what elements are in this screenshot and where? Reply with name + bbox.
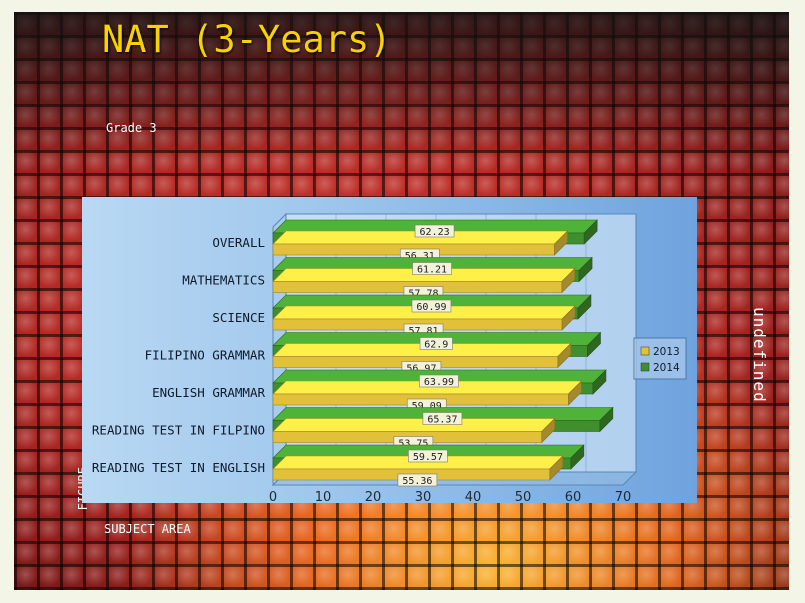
data-label-box — [422, 412, 463, 425]
x-tick-label: 20 — [365, 490, 382, 503]
legend-entry: 2013 — [653, 346, 680, 358]
data-label: 53.75 — [398, 439, 428, 450]
data-label-box — [412, 262, 452, 275]
bar-end-face — [599, 406, 614, 433]
legend-swatch — [640, 362, 650, 372]
data-label: 62.23 — [420, 227, 450, 238]
subject-area-label: SUBJECT AREA — [104, 522, 191, 536]
bar-end-face — [578, 256, 593, 283]
legend: 2013 2014 — [633, 337, 687, 380]
category-label: FILIPINO GRAMMAR — [145, 348, 266, 363]
data-label: 63.99 — [424, 377, 454, 388]
x-tick-label: 30 — [415, 490, 432, 503]
bar-end-face — [592, 369, 607, 395]
category-label: READING TEST IN ENGLISH — [92, 460, 265, 475]
data-label: 57.78 — [408, 289, 438, 300]
data-label-box — [419, 374, 459, 388]
category-label: READING TEST IN FILPINO — [92, 423, 265, 438]
data-label: 55.36 — [402, 476, 432, 487]
x-tick-label: 10 — [315, 490, 332, 503]
data-label: 57.81 — [408, 326, 438, 337]
bar-end-face — [561, 267, 576, 294]
bar-chart: 0 10 20 30 40 50 60 70 OVERALL 62.23 56.31 MATHEMAT… — [92, 212, 687, 503]
data-label-box — [408, 449, 448, 463]
bar-end-face — [541, 417, 556, 444]
bar-end-face — [568, 380, 582, 406]
data-label: 56.97 — [406, 364, 436, 375]
bar-top-face — [272, 418, 556, 432]
x-tick-label: 60 — [565, 490, 582, 503]
bar-end-face — [587, 331, 601, 358]
category-label: MATHEMATICS — [182, 273, 265, 288]
slide-title: NAT (3-Years) — [102, 18, 392, 61]
bar-end-face — [561, 305, 576, 331]
data-label-box — [411, 299, 452, 313]
slide-subtitle: Grade 3 — [106, 121, 157, 135]
bar-end-face — [554, 230, 568, 256]
side-text: undefined — [750, 307, 769, 403]
x-tick-label: 40 — [465, 490, 482, 503]
data-label: 59.57 — [413, 452, 443, 463]
bar-end-face — [577, 294, 592, 320]
data-label: 60.99 — [416, 302, 446, 313]
category-label: SCIENCE — [212, 310, 265, 325]
category-label: OVERALL — [212, 235, 265, 250]
legend-box — [633, 337, 687, 380]
x-tick-label: 50 — [515, 490, 532, 503]
data-label-box — [419, 337, 453, 350]
bar-end-face — [549, 455, 564, 481]
x-tick-label: 70 — [615, 490, 632, 503]
data-label: 59.09 — [412, 401, 442, 412]
data-label: 61.21 — [417, 265, 447, 276]
bar-end-face — [583, 219, 598, 245]
category-label: ENGLISH GRAMMAR — [152, 385, 265, 400]
bar-end-face — [570, 444, 585, 470]
top-shade — [14, 12, 789, 162]
data-label: 65.37 — [427, 415, 457, 426]
data-label: 56.31 — [405, 251, 435, 262]
data-label-box — [414, 224, 455, 238]
legend-swatch — [640, 346, 650, 356]
data-label: 62.9 — [424, 340, 448, 351]
legend-entry: 2014 — [653, 362, 680, 374]
bar-end-face — [557, 342, 572, 369]
data-label-box — [397, 473, 438, 487]
x-tick-label: 0 — [269, 490, 277, 503]
